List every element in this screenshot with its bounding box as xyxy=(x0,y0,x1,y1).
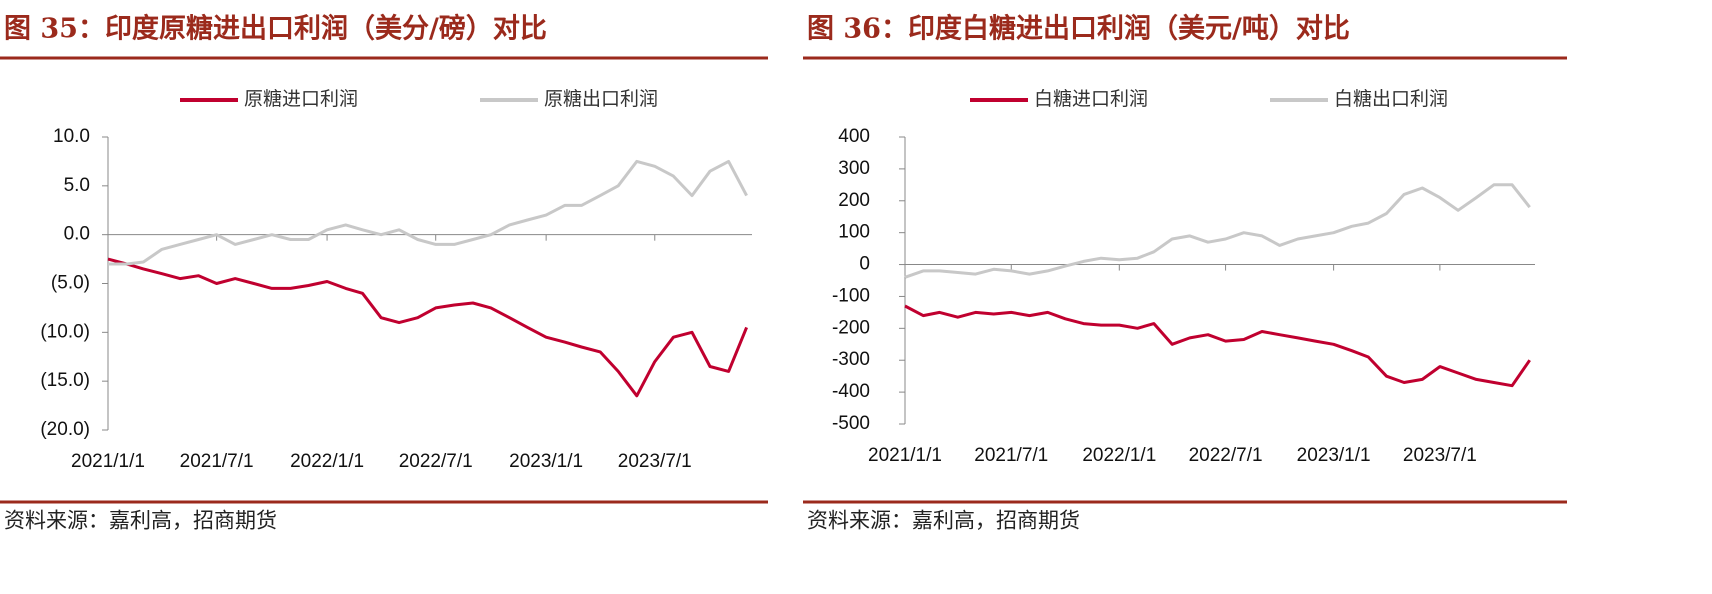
x-tick-label: 2022/1/1 xyxy=(1082,445,1156,466)
x-tick-label: 2022/7/1 xyxy=(399,451,473,472)
x-tick-label: 2023/1/1 xyxy=(1297,445,1371,466)
y-tick-label: -200 xyxy=(832,317,870,338)
x-tick-label: 2023/7/1 xyxy=(618,451,692,472)
x-tick-label: 2021/1/1 xyxy=(868,445,942,466)
series-line xyxy=(108,159,748,266)
y-tick-label: -500 xyxy=(832,413,870,434)
y-tick-label: (5.0) xyxy=(51,273,90,294)
y-tick-label: (15.0) xyxy=(40,370,90,391)
chart-title: 图 36：印度白糖进出口利润（美元/吨）对比 xyxy=(807,13,1350,45)
series-line xyxy=(107,257,748,398)
source: 资料来源：嘉利高，招商期货 xyxy=(807,509,1080,533)
chart-title: 图 35：印度原糖进出口利润（美分/磅）对比 xyxy=(4,13,547,45)
series-line xyxy=(904,183,1531,279)
y-tick-label: (20.0) xyxy=(40,419,90,440)
x-tick-label: 2023/7/1 xyxy=(1403,445,1477,466)
x-tick-label: 2021/7/1 xyxy=(180,451,254,472)
y-tick-label: -400 xyxy=(832,381,870,402)
legend-label: 白糖进口利润 xyxy=(1034,88,1148,110)
x-tick-label: 2021/7/1 xyxy=(974,445,1048,466)
legend-label: 原糖出口利润 xyxy=(544,88,658,110)
y-tick-label: 400 xyxy=(838,126,870,147)
series-line xyxy=(904,304,1531,388)
x-tick-label: 2022/7/1 xyxy=(1189,445,1263,466)
y-tick-label: -300 xyxy=(832,349,870,370)
y-tick-label: -100 xyxy=(832,285,870,306)
y-tick-label: 0 xyxy=(859,254,870,275)
y-tick-label: 200 xyxy=(838,190,870,211)
y-tick-label: 300 xyxy=(838,158,870,179)
x-tick-label: 2021/1/1 xyxy=(71,451,145,472)
x-tick-label: 2022/1/1 xyxy=(290,451,364,472)
x-tick-label: 2023/1/1 xyxy=(509,451,583,472)
legend-label: 原糖进口利润 xyxy=(244,88,358,110)
y-tick-label: 100 xyxy=(838,222,870,243)
y-tick-label: 0.0 xyxy=(64,224,90,245)
y-tick-label: 5.0 xyxy=(64,175,90,196)
source: 资料来源：嘉利高，招商期货 xyxy=(4,509,277,533)
y-tick-label: (10.0) xyxy=(40,321,90,342)
y-tick-label: 10.0 xyxy=(53,126,90,147)
legend-label: 白糖出口利润 xyxy=(1334,88,1448,110)
